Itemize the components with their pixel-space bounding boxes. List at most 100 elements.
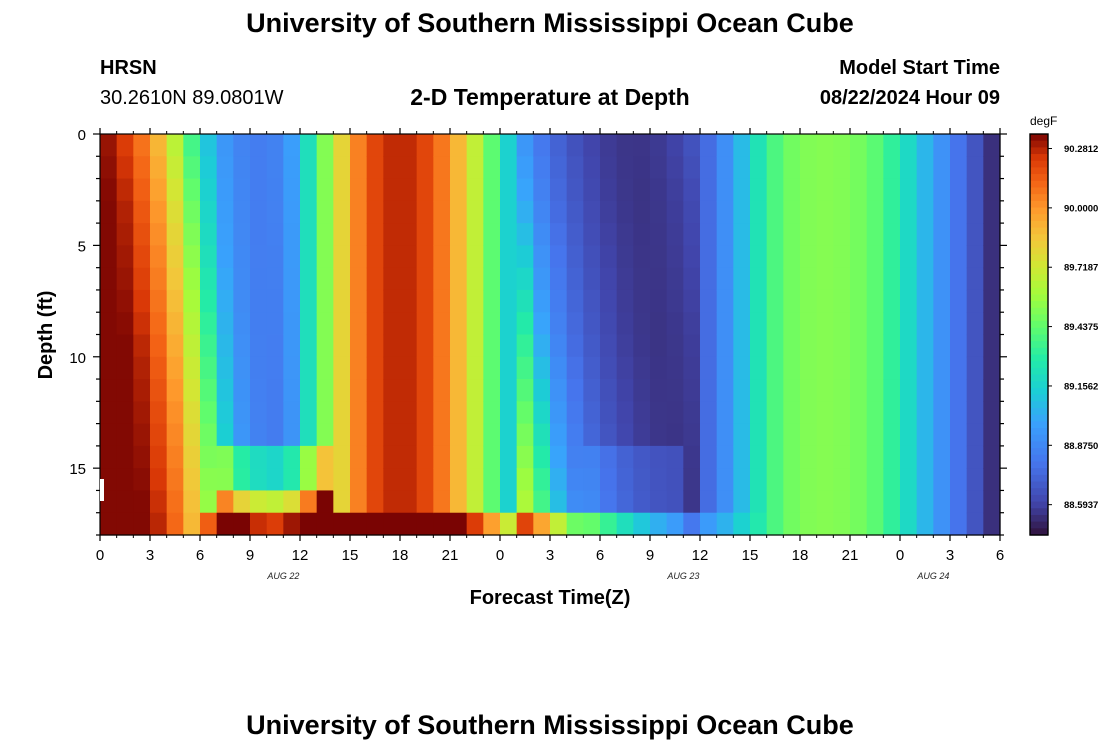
heatmap-cell <box>100 200 118 224</box>
colorbar-segment <box>1030 287 1048 295</box>
heatmap-cell <box>350 312 368 336</box>
heatmap-cell <box>633 401 651 425</box>
heatmap-cell <box>516 490 534 514</box>
heatmap-cell <box>550 423 568 447</box>
heatmap-cell <box>183 401 201 425</box>
colorbar-segment <box>1030 494 1048 503</box>
heatmap-cell <box>850 178 868 202</box>
heatmap-cell <box>666 401 684 425</box>
heatmap-cell <box>233 312 251 336</box>
heatmap-cell <box>233 423 251 447</box>
heatmap-cell <box>650 267 668 291</box>
heatmap-cell <box>600 423 618 447</box>
heatmap-cell <box>333 379 351 402</box>
heatmap-cell <box>833 423 851 447</box>
heatmap-cell <box>450 334 468 358</box>
heatmap-cell <box>600 245 618 269</box>
heatmap-cell <box>366 134 384 157</box>
heatmap-cell <box>700 289 718 313</box>
heatmap-cell <box>900 512 918 536</box>
heatmap-cell <box>950 490 968 514</box>
model-start-label: Model Start Time <box>839 57 1000 79</box>
heatmap-cell <box>966 312 984 336</box>
heatmap-cell <box>733 445 751 469</box>
heatmap-cell <box>933 156 951 180</box>
heatmap-cell <box>783 468 801 492</box>
heatmap-cell <box>883 245 901 269</box>
heatmap-cell <box>966 445 984 469</box>
heatmap-cell <box>616 512 634 536</box>
heatmap-cell <box>833 223 851 246</box>
heatmap-cell <box>300 245 318 269</box>
heatmap-cell <box>733 490 751 514</box>
heatmap-cell <box>116 356 134 380</box>
heatmap-cell <box>133 356 151 380</box>
heatmap-cell <box>883 445 901 469</box>
heatmap-cell <box>683 334 701 358</box>
heatmap-cell <box>783 401 801 425</box>
heatmap-cell <box>166 156 184 180</box>
heatmap-cell <box>250 356 268 380</box>
heatmap-cell <box>133 312 151 336</box>
heatmap-cell <box>766 134 784 157</box>
heatmap-cell <box>716 490 734 514</box>
heatmap-cell <box>716 423 734 447</box>
heatmap-cell <box>633 156 651 180</box>
heatmap-cell <box>900 490 918 514</box>
heatmap-cell <box>400 423 418 447</box>
heatmap-cell <box>733 289 751 313</box>
heatmap-cell <box>750 200 768 224</box>
heatmap-cell <box>216 356 234 380</box>
colorbar-segment <box>1030 281 1048 289</box>
heatmap-cell <box>966 178 984 202</box>
heatmap-cell <box>516 401 534 425</box>
heatmap-cell <box>150 200 168 224</box>
heatmap-cell <box>700 356 718 380</box>
heatmap-cell <box>916 267 934 291</box>
heatmap-cell <box>700 512 718 536</box>
heatmap-cell <box>383 468 401 492</box>
heatmap-cell <box>333 156 351 180</box>
heatmap-cell <box>816 512 834 536</box>
heatmap-cell <box>116 423 134 447</box>
heatmap-cell <box>966 156 984 180</box>
heatmap-cell <box>116 379 134 402</box>
heatmap-cell <box>766 312 784 336</box>
heatmap-cell <box>600 134 618 157</box>
heatmap-cell <box>533 334 551 358</box>
heatmap-cell <box>916 401 934 425</box>
heatmap-cell <box>566 445 584 469</box>
heatmap-cell <box>266 156 284 180</box>
heatmap-cell <box>800 468 818 492</box>
heatmap-cell <box>466 134 484 157</box>
heatmap-cell <box>816 401 834 425</box>
heatmap-cell <box>366 445 384 469</box>
heatmap-cell <box>950 423 968 447</box>
heatmap-cell <box>516 356 534 380</box>
heatmap-cell <box>850 401 868 425</box>
heatmap-cell <box>566 401 584 425</box>
heatmap-cell <box>316 245 334 269</box>
heatmap-cell <box>216 401 234 425</box>
heatmap-cell <box>566 468 584 492</box>
heatmap-cell <box>216 512 234 536</box>
colorbar-tick-label: 88.5937 <box>1064 500 1098 511</box>
heatmap-cell <box>516 423 534 447</box>
heatmap-cell <box>733 356 751 380</box>
heatmap-cell <box>650 312 668 336</box>
heatmap-cell <box>233 245 251 269</box>
heatmap-cell <box>250 445 268 469</box>
heatmap-cell <box>583 245 601 269</box>
heatmap-cell <box>850 512 868 536</box>
heatmap-cell <box>700 445 718 469</box>
heatmap-cell <box>516 134 534 157</box>
colorbar-segment <box>1030 508 1048 516</box>
heatmap-cell <box>266 512 284 536</box>
heatmap-cell <box>616 490 634 514</box>
heatmap-cell <box>483 356 501 380</box>
heatmap-cell <box>833 178 851 202</box>
heatmap-cell <box>750 490 768 514</box>
heatmap-cell <box>983 312 1001 336</box>
heatmap-cell <box>633 379 651 402</box>
heatmap-cell <box>683 401 701 425</box>
